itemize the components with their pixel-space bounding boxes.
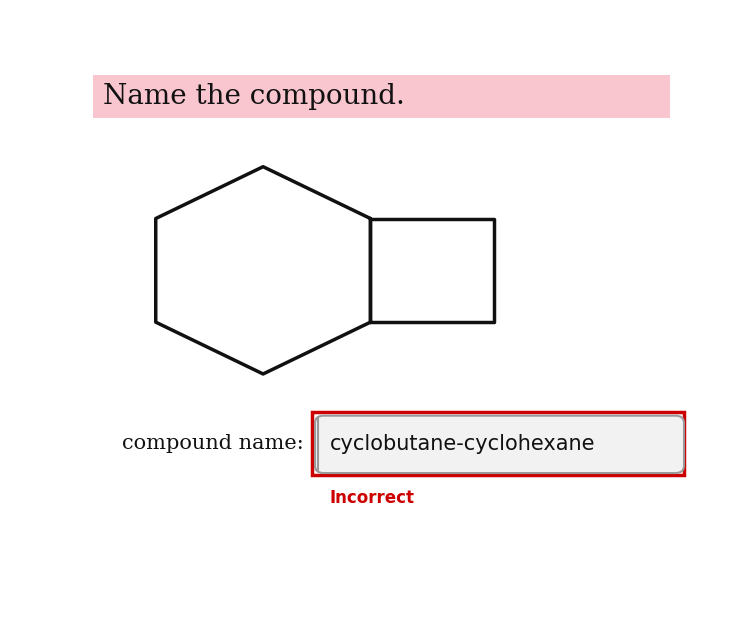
Text: Name the compound.: Name the compound. <box>103 83 405 110</box>
Text: Incorrect: Incorrect <box>330 489 414 507</box>
FancyBboxPatch shape <box>315 416 684 473</box>
FancyBboxPatch shape <box>93 75 670 118</box>
Text: compound name:: compound name: <box>122 434 304 453</box>
Text: cyclobutane-cyclohexane: cyclobutane-cyclohexane <box>330 434 595 454</box>
